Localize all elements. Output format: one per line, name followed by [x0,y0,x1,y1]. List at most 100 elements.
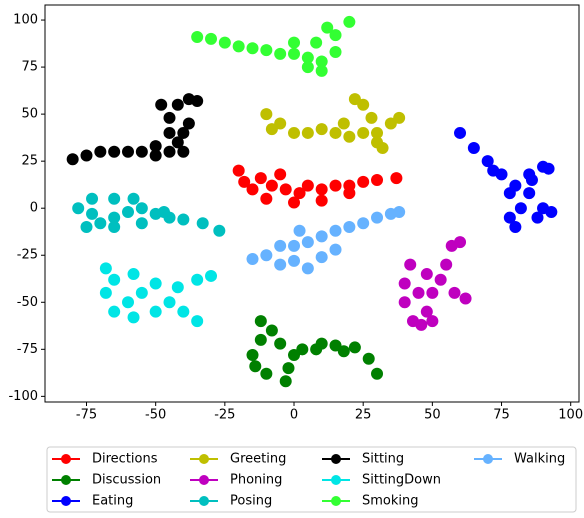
point [531,211,544,224]
point [503,187,516,200]
x-tick-label: 100 [558,408,583,423]
point [288,239,301,252]
point [246,253,259,266]
point [265,179,278,192]
point [213,224,226,237]
point [357,126,370,139]
point [343,130,356,143]
point [315,337,328,350]
point [274,337,287,350]
point [301,126,314,139]
point [218,36,231,49]
point [454,236,467,249]
point [321,21,334,34]
point [288,254,301,267]
point [86,192,99,205]
point [108,211,121,224]
point [467,141,480,154]
point [293,224,306,237]
point [182,117,195,130]
point [177,213,190,226]
point [135,286,148,299]
legend-marker [331,454,341,464]
point [246,183,259,196]
point [122,296,135,309]
point [108,273,121,286]
point [86,207,99,220]
point [343,15,356,28]
point [279,375,292,388]
point [191,94,204,107]
legend-marker [483,454,493,464]
point [135,145,148,158]
point [177,305,190,318]
point [155,98,168,111]
point [288,126,301,139]
x-tick-label: 25 [355,408,372,423]
legend-label: Posing [230,494,272,509]
point [122,145,135,158]
legend-marker [199,496,209,506]
point [301,262,314,275]
point [122,205,135,218]
point [426,315,439,328]
point [260,367,273,380]
point [301,179,314,192]
point [274,168,287,181]
point [163,126,176,139]
point [191,273,204,286]
x-tick-label: 50 [424,408,441,423]
point [282,362,295,375]
point [274,47,287,60]
point [265,123,278,136]
point [254,315,267,328]
point [310,36,323,49]
point [127,311,140,324]
point [72,202,85,215]
legend-label: Eating [92,494,133,509]
point [454,126,467,139]
point [315,64,328,77]
point [357,175,370,188]
point [260,192,273,205]
point [80,221,93,234]
point [99,286,112,299]
point [177,145,190,158]
point [481,155,494,168]
point [315,194,328,207]
legend-marker [199,454,209,464]
x-tick-label: -50 [145,408,166,423]
point [376,141,389,154]
legend-label: Sitting [362,452,404,467]
y-tick-label: 100 [13,13,38,28]
plot-frame [44,4,580,403]
point [108,221,121,234]
point [315,183,328,196]
point [343,187,356,200]
point [420,305,433,318]
point [108,192,121,205]
point [448,286,461,299]
point [149,149,162,162]
point [163,296,176,309]
legend-box [46,446,577,513]
point [274,258,287,271]
y-tick-label: -75 [17,342,38,357]
point [542,162,555,175]
y-tick-label: 0 [30,201,38,216]
point [329,46,342,59]
point [288,47,301,60]
point [238,175,251,188]
point [487,164,500,177]
y-tick-label: 25 [21,154,38,169]
point [329,126,342,139]
point [171,136,184,149]
point [163,111,176,124]
point [254,333,267,346]
point [196,217,209,230]
point [191,30,204,43]
point [348,341,361,354]
point [315,55,328,68]
